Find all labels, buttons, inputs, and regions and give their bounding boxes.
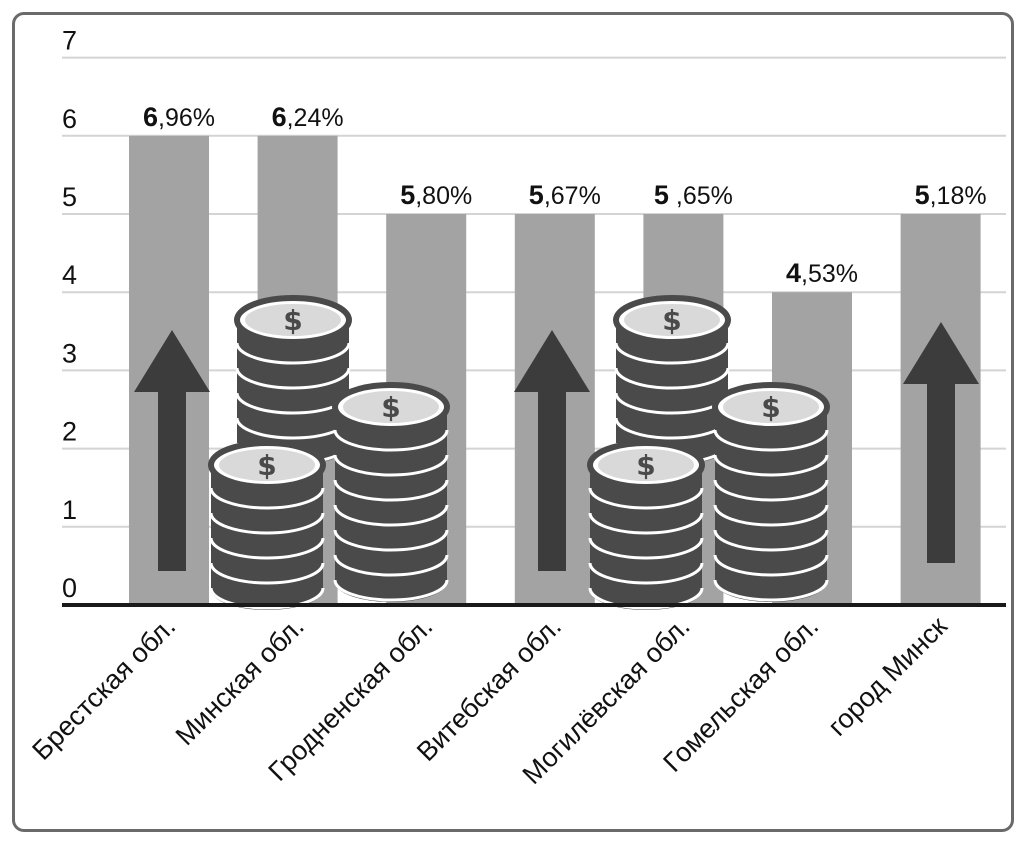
arrow-up-icon	[514, 330, 590, 571]
coin-stack-icon: $	[332, 382, 450, 602]
coin-stack-icon: $	[712, 382, 830, 602]
svg-text:$: $	[761, 391, 780, 424]
y-tick-label: 1	[62, 495, 77, 525]
y-tick-label: 2	[62, 417, 77, 447]
x-tick-label: Минская обл.	[170, 611, 310, 751]
y-tick-label: 3	[62, 338, 77, 368]
svg-text:$: $	[636, 449, 655, 482]
coin-stack-icon: $	[587, 440, 705, 610]
data-label: 5,67%	[529, 180, 601, 210]
y-tick-label: 4	[62, 260, 77, 290]
arrow-up-icon	[903, 322, 979, 563]
data-label: 5 ,65%	[654, 180, 733, 210]
arrow-up-icon	[134, 330, 210, 571]
svg-text:$: $	[662, 304, 681, 337]
y-tick-label: 6	[62, 104, 77, 134]
coin-stack-icon: $	[234, 295, 352, 465]
y-tick-label: 5	[62, 182, 77, 212]
coin-stack-icon: $	[208, 440, 326, 610]
svg-text:$: $	[283, 304, 302, 337]
y-tick-label: 0	[62, 573, 77, 603]
data-label: 5,80%	[400, 180, 472, 210]
svg-text:$: $	[257, 449, 276, 482]
y-tick-label: 7	[62, 26, 77, 56]
data-label: 6,24%	[272, 102, 344, 132]
data-label: 4,53%	[786, 258, 858, 288]
coin-stack-icon: $	[613, 295, 731, 465]
data-label: 5,18%	[915, 180, 987, 210]
data-label: 6,96%	[143, 102, 215, 132]
x-tick-label: город Минск	[822, 611, 953, 742]
x-tick-label: Брестская обл.	[26, 611, 181, 766]
svg-text:$: $	[381, 391, 400, 424]
